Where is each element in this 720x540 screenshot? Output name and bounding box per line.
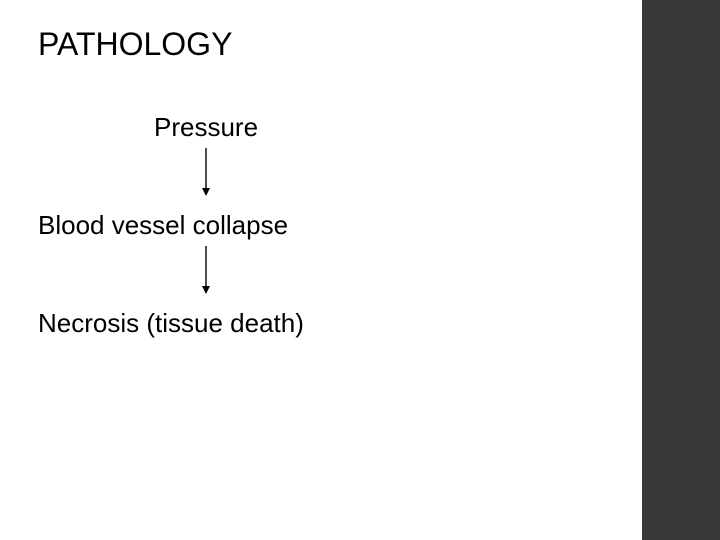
flow-node-necrosis: Necrosis (tissue death): [38, 308, 304, 339]
slide-sidebar: [642, 0, 720, 540]
arrow-down-icon: [199, 148, 213, 196]
flow-node-pressure: Pressure: [154, 112, 258, 143]
slide-title: PATHOLOGY: [38, 26, 232, 63]
arrow-down-icon: [199, 246, 213, 294]
flow-node-collapse: Blood vessel collapse: [38, 210, 288, 241]
slide: PATHOLOGY Pressure Blood vessel collapse…: [0, 0, 720, 540]
